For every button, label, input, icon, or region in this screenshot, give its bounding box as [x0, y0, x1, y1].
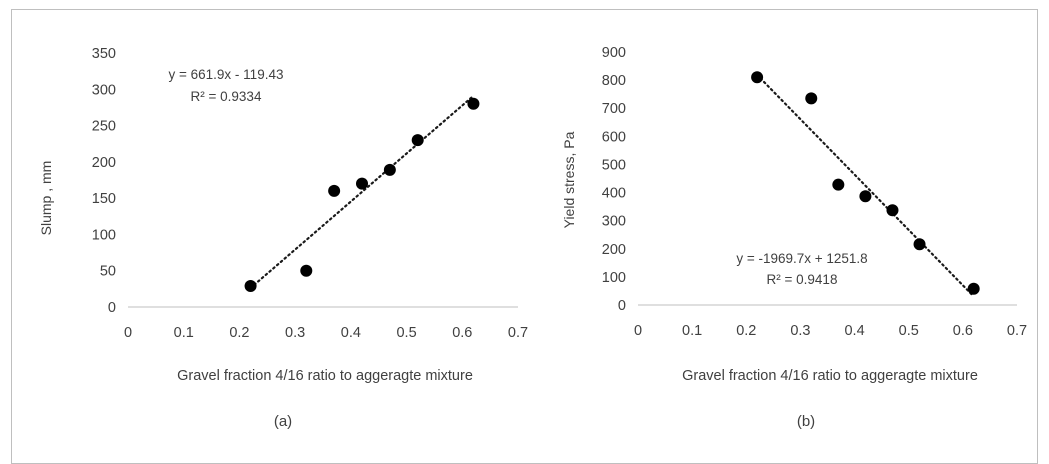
chart-a-y-tick-label: 200	[92, 155, 116, 171]
chart-a-y-tick-label: 300	[92, 82, 116, 98]
chart-b-data-point	[913, 238, 926, 251]
chart-a-r-squared: R² = 0.9334	[191, 89, 262, 104]
chart-b-y-tick-label: 700	[602, 101, 626, 117]
chart-a-y-tick-label: 150	[92, 191, 116, 207]
figure-border	[11, 9, 1038, 464]
chart-a-panel-label: (a)	[274, 413, 292, 430]
chart-a-y-tick-labels: 0 50 100 150 200 250 300 350	[92, 46, 116, 316]
chart-b-y-axis-label: Yield stress, Pa	[561, 131, 577, 228]
chart-a-data-point	[467, 97, 480, 110]
chart-b-data-point	[832, 178, 845, 191]
chart-b-data-point	[751, 71, 764, 84]
chart-b-x-tick-label: 0.1	[682, 323, 702, 339]
chart-b-data-point	[859, 190, 872, 203]
chart-a-data-point	[300, 264, 313, 277]
chart-a-points	[244, 97, 480, 292]
chart-b-y-tick-label: 500	[602, 157, 626, 173]
chart-a-trendline	[249, 94, 475, 290]
chart-a-x-axis-label: Gravel fraction 4/16 ratio to aggeragte …	[177, 368, 473, 384]
chart-b-y-tick-label: 300	[602, 214, 626, 230]
chart-a-x-tick-label: 0.1	[174, 325, 194, 341]
chart-b-x-axis-label: Gravel fraction 4/16 ratio to aggeragte …	[682, 368, 978, 384]
chart-a-y-axis-label: Slump , mm	[38, 161, 54, 236]
chart-b-x-tick-label: 0.6	[953, 323, 973, 339]
chart-b-x-tick-label: 0.7	[1007, 323, 1027, 339]
chart-b-data-point	[805, 92, 818, 105]
chart-b-trendline-line	[756, 73, 975, 298]
chart-a-y-tick-label: 350	[92, 46, 116, 62]
chart-b-y-tick-label: 400	[602, 186, 626, 202]
chart-a-y-tick-label: 0	[108, 300, 116, 316]
chart-b-y-tick-label: 200	[602, 242, 626, 258]
chart-b-x-tick-label: 0	[634, 323, 642, 339]
chart-b-trendline	[756, 73, 975, 298]
chart-b-equation: y = -1969.7x + 1251.8	[736, 251, 867, 266]
chart-a-x-tick-label: 0.3	[285, 325, 305, 341]
chart-b-points	[751, 71, 980, 295]
chart-a-x-tick-label: 0.5	[396, 325, 416, 341]
chart-b-x-tick-label: 0.2	[736, 323, 756, 339]
chart-a-data-point	[328, 184, 341, 197]
chart-a-x-tick-labels: 0 0.1 0.2 0.3 0.4 0.5 0.6 0.7	[124, 325, 528, 341]
chart-a-x-tick-label: 0.2	[229, 325, 249, 341]
chart-b-r-squared: R² = 0.9418	[767, 272, 838, 287]
chart-a-equation: y = 661.9x - 119.43	[169, 67, 284, 82]
chart-a-trendline-line	[249, 94, 475, 290]
chart-a-y-tick-label: 250	[92, 119, 116, 135]
chart-a-data-point	[356, 177, 368, 190]
chart-b-y-tick-label: 0	[618, 298, 626, 314]
chart-a-x-tick-label: 0.4	[341, 325, 361, 341]
chart-b-y-tick-label: 600	[602, 129, 626, 145]
chart-a-x-tick-label: 0	[124, 325, 132, 341]
chart-b-panel-label: (b)	[797, 413, 815, 430]
chart-b-y-tick-label: 100	[602, 270, 626, 286]
chart-a-y-tick-label: 100	[92, 227, 116, 243]
chart-b-data-point	[967, 282, 980, 295]
chart-a-data-point	[411, 134, 424, 147]
chart-a-x-tick-label: 0.7	[508, 325, 528, 341]
chart-a-slump: 0 50 100 150 200 250 300 350 0 0.1 0.2 0.3 0.4 0.5 0.…	[38, 46, 528, 430]
chart-b-x-tick-label: 0.3	[790, 323, 810, 339]
chart-b-y-tick-label: 900	[602, 45, 626, 61]
chart-b-x-tick-labels: 0 0.1 0.2 0.3 0.4 0.5 0.6 0.7	[634, 323, 1027, 339]
chart-a-x-tick-label: 0.6	[452, 325, 472, 341]
chart-b-x-tick-label: 0.4	[844, 323, 864, 339]
chart-b-x-tick-label: 0.5	[899, 323, 919, 339]
chart-a-data-point	[244, 279, 257, 292]
chart-a-y-tick-label: 50	[100, 264, 116, 280]
chart-b-y-tick-labels: 0 100 200 300 400 500 600 700 800 900	[602, 45, 626, 314]
chart-a-data-point	[383, 163, 396, 176]
chart-b-data-point	[886, 204, 899, 217]
chart-b-y-tick-label: 800	[602, 73, 626, 89]
